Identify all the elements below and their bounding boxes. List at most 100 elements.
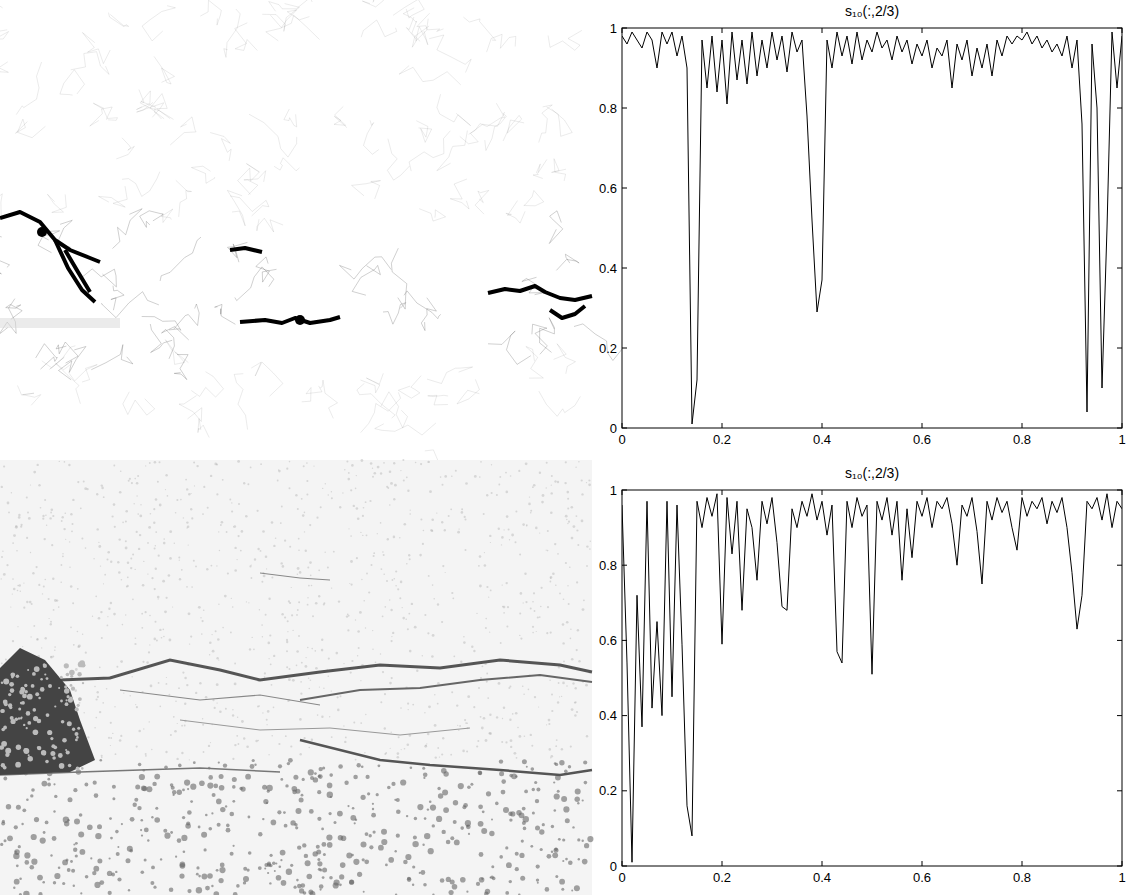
speckle [129,478,131,480]
speckle [14,825,18,829]
speckle [491,865,494,868]
tree-texture [22,694,27,699]
speckle [299,798,304,803]
speckle [509,818,512,821]
tree-texture [58,753,63,758]
speckle [27,511,29,513]
speckle [321,828,324,831]
speckle [478,565,480,567]
speckle [211,565,213,567]
speckle [232,777,237,782]
crack [230,248,262,252]
speckle [33,471,36,474]
texture-line [437,94,471,125]
speckle [566,685,568,687]
speckle [107,616,108,617]
speckle [92,616,93,617]
speckle [446,840,451,845]
speckle [147,542,149,544]
speckle [231,598,232,599]
speckle [568,765,571,768]
speckle [369,834,372,837]
speckle [316,845,320,849]
speckle [158,598,159,599]
speckle [576,581,578,583]
speckle [85,875,89,879]
tree-texture [37,746,41,750]
speckle [559,696,560,697]
speckle [485,739,488,742]
speckle [149,615,151,617]
speckle [466,751,468,753]
speckle [63,528,65,530]
speckle [73,848,77,852]
speckle [331,587,332,588]
texture-line [235,267,274,301]
speckle [141,613,143,615]
plot-title: s₁₀(:,2/3) [845,465,899,481]
speckle [4,839,7,842]
speckle [45,579,47,581]
speckle [309,561,312,564]
texture-line [460,112,505,144]
speckle [340,695,342,697]
speckle [65,513,67,515]
speckle [19,877,22,880]
texture-line [361,392,401,432]
speckle [261,581,263,583]
speckle [339,874,344,879]
speckle [478,821,484,827]
speckle [458,528,459,529]
speckle [259,609,260,610]
speckle [350,815,356,821]
speckle [15,525,17,527]
speckle [500,642,502,644]
speckle [503,606,506,609]
speckle [77,481,79,483]
speckle [214,891,220,895]
speckle [203,486,205,488]
speckle [403,480,405,482]
speckle [562,623,565,626]
tree-texture [69,670,75,676]
speckle [537,616,539,618]
speckle [427,733,430,736]
speckle [208,775,213,780]
texture-line [200,0,221,25]
speckle [288,600,290,602]
tree-texture [52,756,56,760]
speckle [306,480,308,482]
image-background [0,460,592,895]
speckle [302,843,306,847]
tree-texture [1,741,7,747]
speckle [333,882,339,888]
speckle [567,523,568,524]
speckle [130,567,132,569]
speckle [187,526,190,529]
speckle [386,486,388,488]
speckle [307,647,309,649]
speckle [509,539,510,540]
speckle [366,775,370,779]
speckle [386,580,388,582]
speckle [174,730,177,733]
speckle [571,537,574,540]
speckle [249,648,251,650]
speckle [147,573,148,574]
speckle [437,682,440,685]
tree-texture [60,676,63,679]
speckle [563,661,565,663]
speckle [119,739,122,742]
speckle [230,852,234,856]
y-tick-label: 0.8 [599,101,617,116]
speckle [185,823,191,829]
crack [0,212,100,262]
speckle [451,592,453,594]
speckle [555,875,558,878]
speckle [571,708,574,711]
speckle [181,569,183,571]
speckle [176,499,178,501]
speckle [65,539,66,540]
speckle [296,650,299,653]
texture-line [361,373,384,393]
